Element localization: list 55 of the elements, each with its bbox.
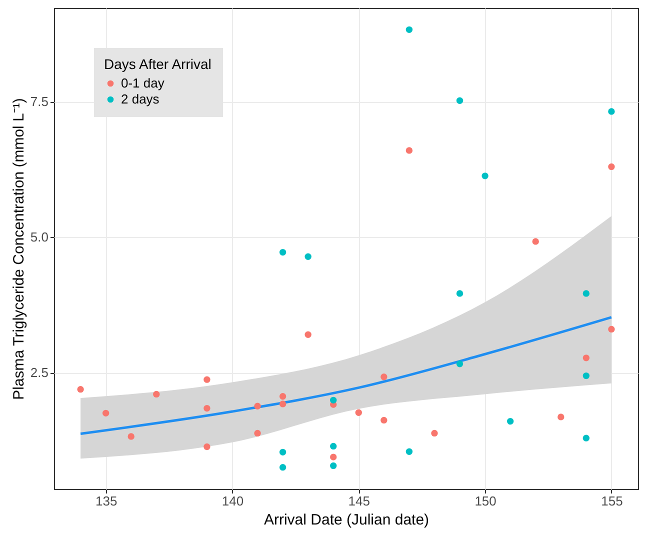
point (279, 248, 286, 256)
x-tick-label: 140 (222, 494, 244, 508)
y-axis-title: Plasma Triglyceride Concentration (mmol L⁻¹) (10, 98, 28, 400)
point (406, 147, 413, 154)
point (456, 360, 464, 368)
y-tick-label: 5.0 (30, 230, 48, 245)
point (204, 404, 210, 412)
point (330, 462, 337, 470)
point (582, 372, 590, 380)
point (102, 410, 110, 417)
point (77, 386, 84, 393)
point (406, 26, 413, 34)
point (355, 409, 362, 416)
point (558, 414, 564, 420)
point (279, 400, 286, 408)
point (608, 108, 615, 115)
point (582, 434, 590, 442)
legend-title: Days After Arrival (104, 56, 212, 72)
y-tick-label: 7.5 (30, 94, 48, 110)
point (482, 172, 488, 180)
point (279, 393, 286, 400)
point (279, 464, 286, 471)
point (279, 448, 286, 456)
point (380, 416, 388, 424)
point (608, 326, 615, 333)
point (304, 253, 312, 260)
y-tick-label: 2.5 (30, 365, 48, 380)
point (128, 433, 134, 440)
line-series (79, 316, 613, 435)
point (254, 402, 261, 410)
legend-label: 0-1 day (121, 76, 165, 90)
legend-label: 2 days (121, 92, 160, 106)
point (406, 448, 413, 455)
point (330, 396, 337, 404)
x-tick-label: 135 (95, 494, 118, 508)
point (582, 354, 590, 362)
point (153, 390, 160, 398)
point (330, 454, 337, 460)
x-axis-title: Arrival Date (Julian date) (264, 512, 430, 528)
point (204, 376, 210, 383)
point (506, 418, 514, 425)
point (532, 238, 539, 245)
x-tick-label: 155 (601, 494, 623, 508)
x-tick-label: 145 (348, 494, 370, 508)
x-tick-label: 150 (474, 494, 496, 508)
point (456, 97, 464, 104)
point (380, 374, 388, 380)
point (254, 430, 261, 437)
point (608, 163, 615, 170)
point (304, 331, 312, 338)
point (330, 442, 337, 450)
point (582, 290, 590, 297)
point (456, 290, 464, 297)
point (204, 443, 210, 450)
point (431, 430, 438, 437)
